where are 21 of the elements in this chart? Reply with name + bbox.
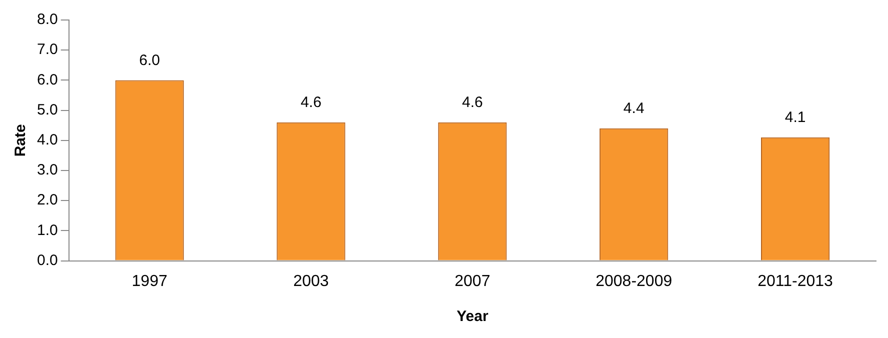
y-tick-label: 5.0 [36,101,58,118]
x-tick-label: 1997 [132,272,168,290]
x-tick-label: 2011-2013 [758,272,834,290]
y-tick-label: 0.0 [36,252,58,269]
data-label: 4.6 [300,94,322,111]
x-tick-label: 2007 [454,272,490,290]
x-tick-label: 2008-2009 [596,272,672,290]
y-tick-label: 1.0 [36,222,58,239]
data-label: 6.0 [139,52,160,69]
data-label: 4.6 [462,94,483,111]
data-label: 4.4 [623,100,644,117]
y-tick-label: 3.0 [36,162,58,179]
x-axis-title: Year [456,308,488,326]
y-tick-label: 6.0 [36,71,58,88]
x-tick-label: 2003 [293,272,329,290]
y-tick-label: 4.0 [36,132,58,149]
y-axis-title: Rate [12,124,30,157]
data-label: 4.1 [784,109,806,126]
y-tick-label: 2.0 [36,192,58,209]
y-tick-label: 7.0 [36,41,58,58]
y-tick-label: 8.0 [36,11,58,28]
